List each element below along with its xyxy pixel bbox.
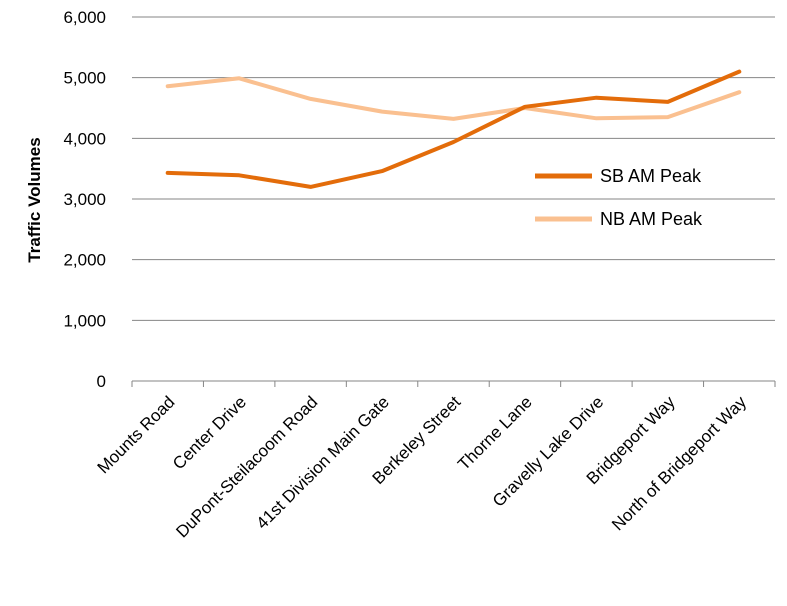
y-tick-label: 3,000 (63, 190, 106, 209)
y-tick-label: 4,000 (63, 129, 106, 148)
series-line-2 (165, 76, 742, 121)
y-tick-label: 1,000 (63, 311, 106, 330)
y-tick-label: 2,000 (63, 251, 106, 270)
series-line-1 (165, 69, 742, 189)
legend-label-2: NB AM Peak (600, 209, 703, 229)
x-tick-label: North of Bridgeport Way (608, 392, 750, 534)
x-tick-label: Mounts Road (94, 392, 179, 477)
y-tick-label: 0 (97, 372, 106, 391)
legend-label-1: SB AM Peak (600, 166, 702, 186)
y-tick-label: 5,000 (63, 69, 106, 88)
y-axis-tick-labels: 0 1,000 2,000 3,000 4,000 5,000 6,000 (63, 8, 106, 391)
x-tick-label: DuPont-Steilacoom Road (172, 392, 321, 541)
x-tick-label: 41st Division Main Gate (253, 392, 393, 532)
legend: SB AM Peak NB AM Peak (535, 166, 703, 229)
series-lines (165, 69, 742, 189)
axes (131, 380, 776, 387)
y-tick-label: 6,000 (63, 8, 106, 27)
y-axis-title: Traffic Volumes (25, 137, 44, 262)
